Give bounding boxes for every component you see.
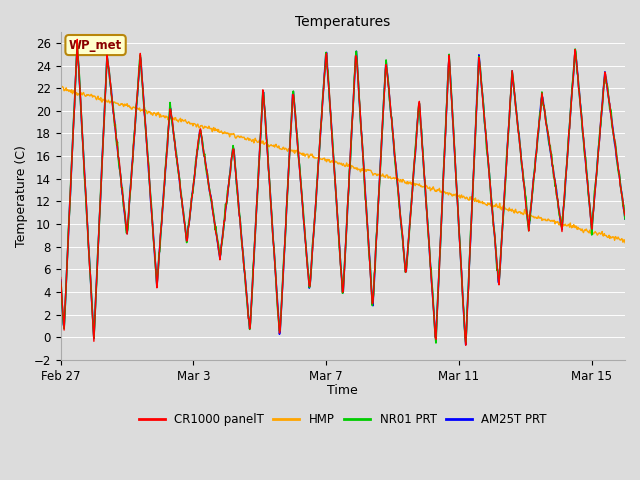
Text: WP_met: WP_met xyxy=(69,38,122,51)
Y-axis label: Temperature (C): Temperature (C) xyxy=(15,145,28,247)
Title: Temperatures: Temperatures xyxy=(295,15,390,29)
X-axis label: Time: Time xyxy=(328,384,358,397)
Legend: CR1000 panelT, HMP, NR01 PRT, AM25T PRT: CR1000 panelT, HMP, NR01 PRT, AM25T PRT xyxy=(134,408,552,431)
